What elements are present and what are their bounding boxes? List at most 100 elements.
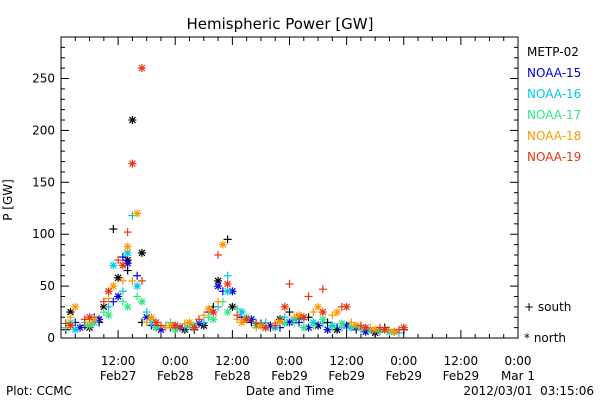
noaa-16-south-point	[118, 287, 127, 296]
noaa-18-north-point	[275, 317, 284, 326]
noaa-18-south-point	[214, 297, 223, 306]
noaa-18-south-point	[66, 313, 75, 322]
y-tick-label: 50	[40, 279, 55, 293]
legend-north-marker: * north	[524, 331, 566, 345]
noaa-17-north-point	[299, 323, 308, 332]
noaa-18-north-point	[237, 318, 246, 327]
noaa-19-north-point	[190, 323, 199, 332]
noaa-19-north-point	[104, 287, 113, 296]
noaa-16-north-point	[71, 325, 80, 334]
noaa-19-south-point	[214, 250, 223, 259]
noaa-18-north-point	[371, 325, 380, 334]
noaa-18-south-point	[309, 308, 318, 317]
metp-02-north-point	[137, 248, 146, 257]
noaa-17-north-point	[104, 311, 113, 320]
noaa-18-south-point	[104, 294, 113, 303]
x-tick-time: 12:00	[444, 354, 479, 368]
metp-02-north-point	[114, 273, 123, 282]
x-tick-date: Feb28	[157, 369, 194, 383]
x-tick-time: 12:00	[215, 354, 250, 368]
footer-plot-credit: Plot: CCMC	[6, 384, 72, 398]
metp-02-north-point	[214, 276, 223, 285]
x-tick-date: Feb29	[328, 369, 365, 383]
noaa-19-south-point	[137, 276, 146, 285]
x-tick-date: Feb29	[443, 369, 480, 383]
noaa-15-north-point	[323, 325, 332, 334]
noaa-16-south-point	[223, 271, 232, 280]
noaa-19-north-point	[118, 261, 127, 270]
x-axis-label: Date and Time	[246, 384, 334, 398]
noaa-18-south-point	[128, 276, 137, 285]
noaa-18-south-point	[180, 319, 189, 328]
x-tick-date: Feb27	[100, 369, 137, 383]
noaa-18-north-point	[185, 318, 194, 327]
noaa-19-north-point	[152, 318, 161, 327]
noaa-16-north-point	[109, 261, 118, 270]
noaa-19-north-point	[318, 308, 327, 317]
noaa-18-north-point	[390, 327, 399, 336]
noaa-19-south-point	[271, 321, 280, 330]
legend-entry-noaa-16: NOAA-16	[527, 87, 581, 101]
noaa-15-south-point	[295, 318, 304, 327]
noaa-16-north-point	[223, 287, 232, 296]
metp-02-south-point	[109, 225, 118, 234]
noaa-19-south-point	[233, 311, 242, 320]
noaa-16-south-point	[142, 308, 151, 317]
noaa-19-north-point	[399, 323, 408, 332]
y-axis: 0 50 100 150 200 250	[32, 46, 518, 345]
x-tick-date: Mar 1	[501, 369, 535, 383]
footer-timestamp: 2012/03/01 03:15:06	[463, 384, 594, 398]
noaa-15-north-point	[214, 282, 223, 291]
y-tick-label: 100	[32, 227, 55, 241]
x-tick-time: 12:00	[329, 354, 364, 368]
x-tick-date: Feb28	[214, 369, 251, 383]
noaa-15-south-point	[133, 271, 142, 280]
noaa-19-north-point	[137, 64, 146, 73]
y-tick-label: 150	[32, 175, 55, 189]
noaa-19-south-point	[285, 280, 294, 289]
legend: METP-02 NOAA-15 NOAA-16 NOAA-17 NOAA-18 NOAA-…	[527, 45, 581, 164]
noaa-19-north-point	[361, 323, 370, 332]
legend-entry-noaa-18: NOAA-18	[527, 129, 581, 143]
noaa-17-north-point	[123, 302, 132, 311]
y-tick-label: 0	[47, 331, 55, 345]
noaa-19-south-point	[195, 315, 204, 324]
x-tick-time: 0:00	[276, 354, 303, 368]
noaa-17-north-point	[137, 297, 146, 306]
noaa-18-north-point	[333, 308, 342, 317]
noaa-19-north-point	[380, 325, 389, 334]
y-tick-label: 200	[32, 123, 55, 137]
noaa-18-north-point	[314, 302, 323, 311]
noaa-19-north-point	[280, 302, 289, 311]
noaa-19-south-point	[114, 256, 123, 265]
noaa-19-north-point	[299, 313, 308, 322]
x-axis: 12:00Feb270:00Feb2812:00Feb280:00Feb2912…	[74, 37, 535, 383]
noaa-15-north-point	[114, 292, 123, 301]
noaa-19-south-point	[123, 228, 132, 237]
noaa-16-south-point	[199, 318, 208, 327]
metp-02-south-point	[223, 235, 232, 244]
noaa-19-south-point	[156, 321, 165, 330]
noaa-18-north-point	[123, 242, 132, 251]
noaa-19-north-point	[209, 308, 218, 317]
noaa-17-north-point	[318, 315, 327, 324]
y-tick-label: 250	[32, 72, 55, 86]
noaa-15-south-point	[109, 297, 118, 306]
noaa-19-south-point	[318, 285, 327, 294]
noaa-19-north-point	[85, 313, 94, 322]
noaa-16-south-point	[104, 302, 113, 311]
noaa-18-south-point	[199, 311, 208, 320]
noaa-18-north-point	[71, 302, 80, 311]
noaa-19-south-point	[99, 297, 108, 306]
data-points	[61, 64, 408, 337]
x-tick-date: Feb29	[271, 369, 308, 383]
x-tick-time: 0:00	[162, 354, 189, 368]
noaa-19-north-point	[261, 323, 270, 332]
metp-02-south-point	[285, 308, 294, 317]
noaa-18-south-point	[142, 318, 151, 327]
noaa-17-south-point	[118, 297, 127, 306]
x-tick-time: 0:00	[505, 354, 532, 368]
x-tick-time: 0:00	[390, 354, 417, 368]
noaa-17-north-point	[337, 319, 346, 328]
